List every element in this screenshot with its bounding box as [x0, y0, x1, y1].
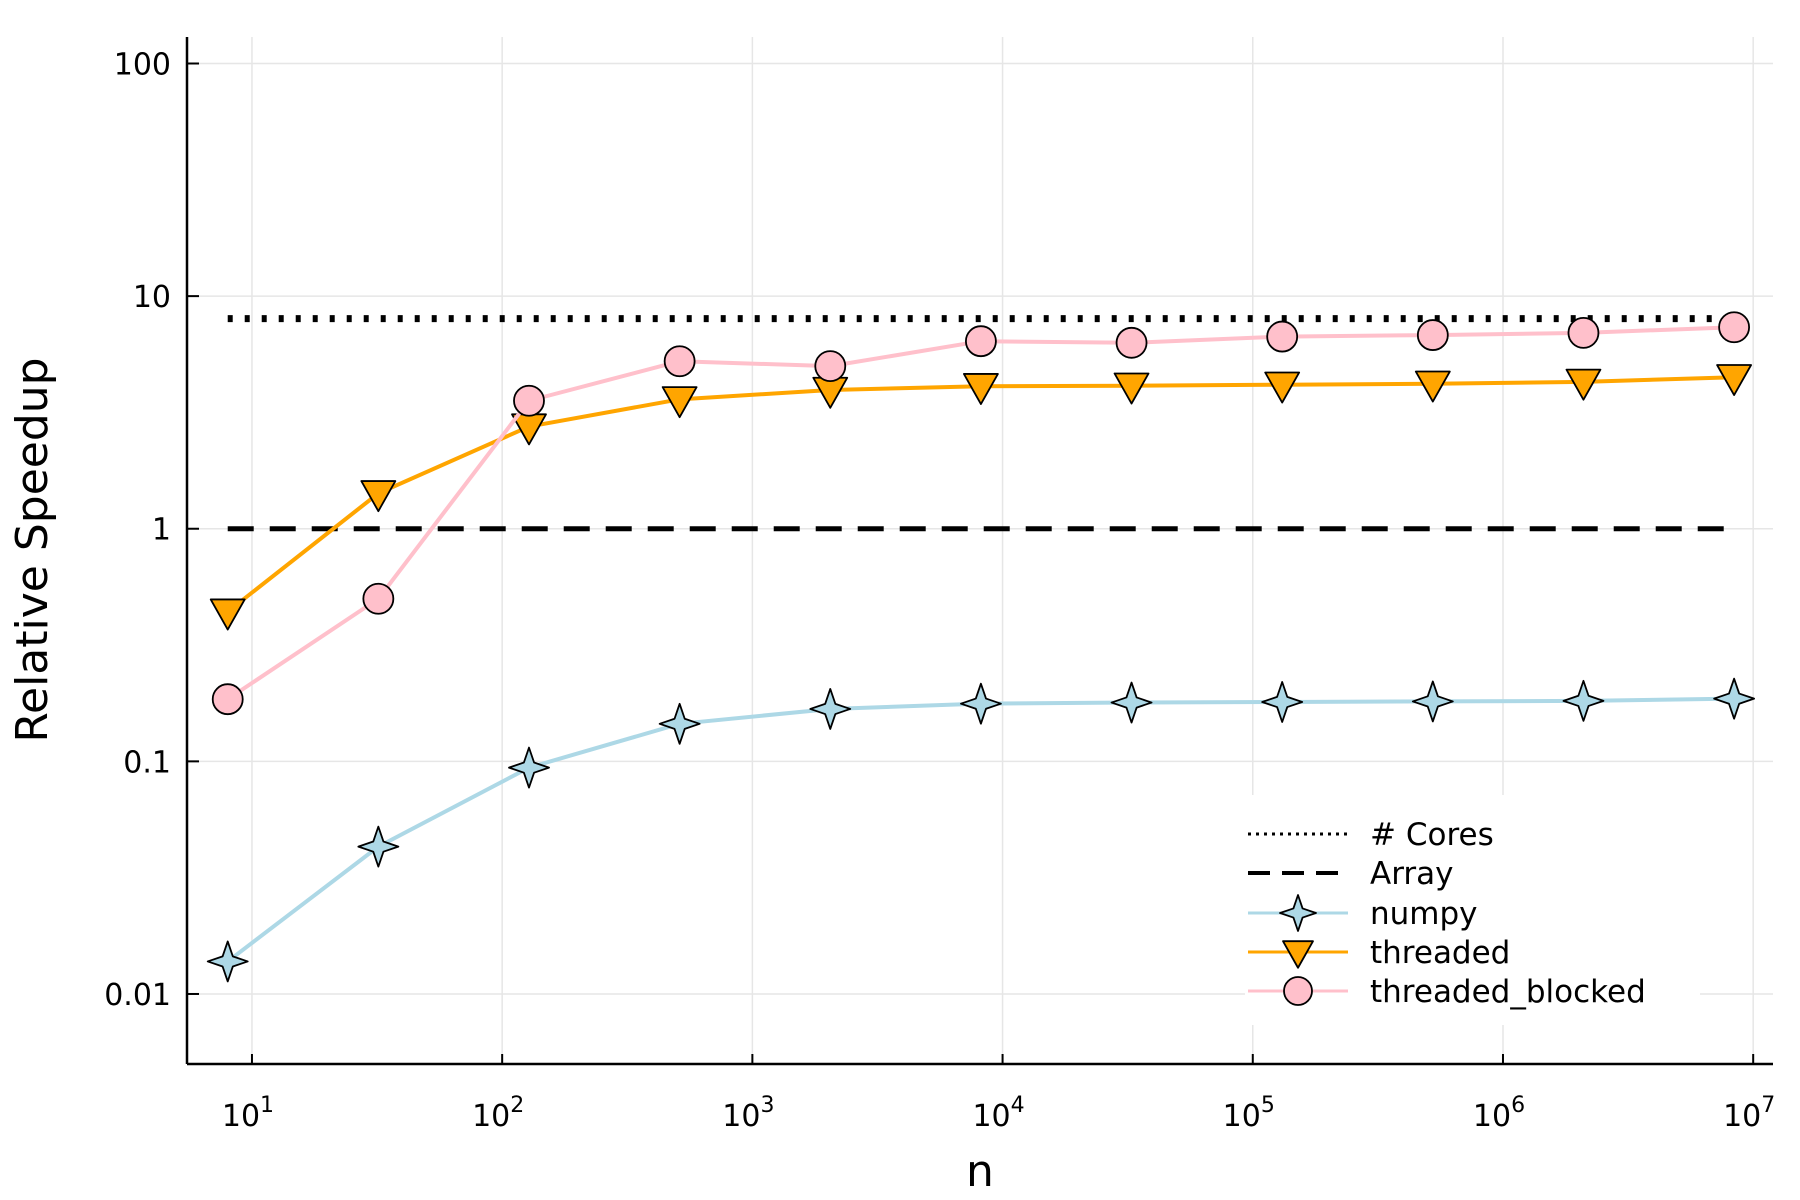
data-point	[658, 702, 701, 745]
data-point	[960, 682, 1002, 725]
data-point	[1266, 320, 1299, 353]
data-point	[1110, 681, 1153, 724]
x-tick-exponent: 7	[1761, 1093, 1775, 1118]
data-point	[809, 688, 852, 730]
legend-marker	[1279, 894, 1317, 932]
data-point	[1264, 371, 1301, 404]
data-point	[508, 746, 550, 789]
x-tick-base: 10	[1223, 1099, 1261, 1134]
y-tick-label: 0.01	[104, 978, 171, 1013]
y-tick-label: 10	[133, 280, 171, 315]
data-point	[1562, 679, 1605, 722]
data-point	[357, 825, 400, 868]
x-tick-base: 10	[722, 1099, 760, 1134]
data-point	[206, 940, 249, 983]
data-point	[360, 480, 397, 513]
axes	[185, 37, 1773, 1066]
data-point	[814, 350, 847, 383]
legend-entry: Array	[1248, 856, 1454, 892]
data-point	[663, 345, 696, 378]
data-point	[1565, 368, 1602, 401]
data-point	[1716, 364, 1752, 396]
x-tick-exponent: 5	[1261, 1093, 1275, 1118]
data-point	[1416, 319, 1449, 351]
data-point	[963, 373, 999, 405]
data-point	[1414, 370, 1451, 403]
y-tick-label: 0.1	[123, 745, 171, 780]
data-point	[1567, 316, 1600, 349]
data-point	[661, 386, 698, 419]
x-tick-exponent: 3	[760, 1093, 774, 1118]
legend-entry: numpy	[1248, 894, 1478, 932]
legend-label: threaded	[1370, 935, 1510, 971]
data-point	[1261, 681, 1304, 723]
x-tick-label: 103	[722, 1093, 774, 1134]
legend-entry: threaded	[1248, 935, 1510, 971]
x-tick-label: 107	[1723, 1093, 1775, 1134]
x-tick-label: 101	[222, 1093, 274, 1134]
x-tick-base: 10	[1473, 1099, 1511, 1134]
data-point	[812, 376, 849, 409]
data-point	[1718, 311, 1750, 344]
data-point	[1113, 372, 1150, 405]
legend-label: threaded_blocked	[1370, 974, 1646, 1010]
legend-marker	[1282, 940, 1314, 969]
x-tick-exponent: 1	[260, 1093, 274, 1118]
x-tick-base: 10	[1723, 1099, 1761, 1134]
y-axis-label: Relative Speedup	[7, 357, 58, 742]
x-tick-base: 10	[472, 1099, 510, 1134]
legend-label: # Cores	[1370, 817, 1494, 853]
x-tick-base: 10	[972, 1099, 1010, 1134]
x-tick-label: 106	[1473, 1093, 1525, 1134]
series-numpy	[206, 677, 1755, 983]
legend-marker	[1283, 976, 1313, 1006]
series-threaded-blocked	[211, 311, 1750, 716]
legend-entry: threaded_blocked	[1248, 974, 1646, 1010]
y-tick-label: 100	[114, 48, 171, 83]
data-point	[965, 325, 997, 358]
x-tick-exponent: 6	[1511, 1093, 1525, 1118]
data-point	[209, 598, 246, 631]
series-threaded	[209, 364, 1752, 631]
x-tick-exponent: 4	[1011, 1093, 1025, 1118]
data-point	[362, 582, 395, 615]
data-point	[211, 683, 244, 716]
x-axis-label: n	[966, 1146, 994, 1197]
x-tick-base: 10	[222, 1099, 260, 1134]
data-point	[1411, 680, 1454, 723]
data-point	[1115, 326, 1148, 359]
data-point	[513, 384, 545, 417]
x-tick-label: 102	[472, 1093, 524, 1134]
series-line	[226, 375, 1735, 614]
x-tick-exponent: 2	[510, 1093, 524, 1118]
legend-entry: # Cores	[1248, 817, 1494, 853]
y-tick-label: 1	[152, 513, 171, 548]
legend-label: numpy	[1370, 896, 1478, 932]
data-point	[1713, 677, 1755, 720]
x-tick-label: 104	[972, 1093, 1024, 1134]
series-layer	[206, 311, 1755, 983]
legend-label: Array	[1370, 856, 1454, 892]
x-tick-label: 105	[1223, 1093, 1275, 1134]
